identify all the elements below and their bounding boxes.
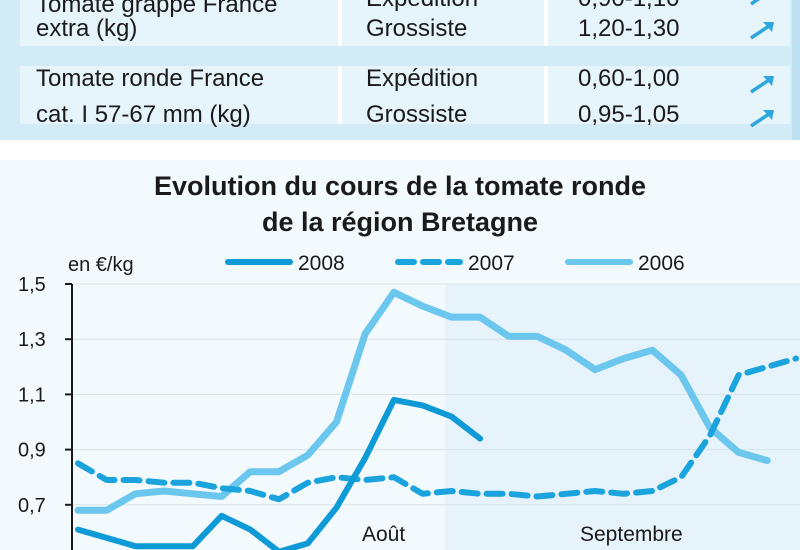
panel-edge-strip [792, 0, 800, 140]
up-arrow-icon [750, 0, 761, 6]
stage-expedition: Expédition [366, 65, 479, 92]
product-name-line1: Tomate grappe France [36, 0, 278, 18]
product-name-line2: cat. I 57-67 mm (kg) [36, 101, 251, 128]
stage-grossiste: Grossiste [366, 101, 468, 128]
series-line-2007 [75, 355, 799, 503]
chart-title: Evolution du cours de la tomate ronde [153, 171, 647, 201]
y-tick-label: 1,3 [18, 329, 46, 351]
column-separator [338, 66, 342, 124]
up-arrow-icon [750, 22, 774, 40]
stage-expedition: Expédition [366, 0, 478, 16]
y-tick-label: 1,1 [18, 384, 46, 406]
price-grossiste: 1,20-1,30 [578, 15, 680, 42]
september-band [445, 284, 800, 550]
product-name-line1: Tomate ronde France [36, 65, 265, 92]
month-label-septembre: Septembre [580, 523, 683, 546]
y-tick-label: 0,7 [18, 495, 46, 517]
price-grossiste: 0,95-1,05 [578, 101, 680, 128]
month-label-aout: Août [362, 523, 405, 546]
column-separator [544, 66, 548, 124]
series-line-2006 [74, 288, 771, 514]
chart-title-block: Evolution du cours de la tomate ronde de… [0, 168, 800, 240]
chart-subtitle: de la région Bretagne [261, 207, 539, 237]
legend-label-2006: 2006 [638, 252, 685, 275]
column-separator [544, 0, 548, 46]
series-line-2008 [75, 396, 484, 550]
stage-grossiste: Grossiste [366, 15, 468, 42]
price-expedition: 0,60-1,00 [578, 65, 680, 92]
y-unit-label: en €/kg [68, 254, 134, 276]
y-tick-label: 1,5 [18, 274, 46, 296]
y-tick-label: 0,9 [18, 440, 46, 462]
column-separator [338, 0, 342, 46]
price-row-tomate-ronde: Tomate ronde France cat. I 57-67 mm (kg)… [20, 65, 790, 128]
product-name-line2: extra (kg) [36, 15, 138, 42]
up-arrow-icon [750, 76, 774, 94]
price-expedition: 0,90-1,10 [578, 0, 679, 16]
legend-label-2007: 2007 [468, 252, 515, 275]
price-row-tomate-grappe: Tomate grappe France extra (kg) Expéditi… [20, 0, 790, 46]
legend-label-2008: 2008 [298, 252, 345, 275]
up-arrow-icon [750, 110, 774, 128]
